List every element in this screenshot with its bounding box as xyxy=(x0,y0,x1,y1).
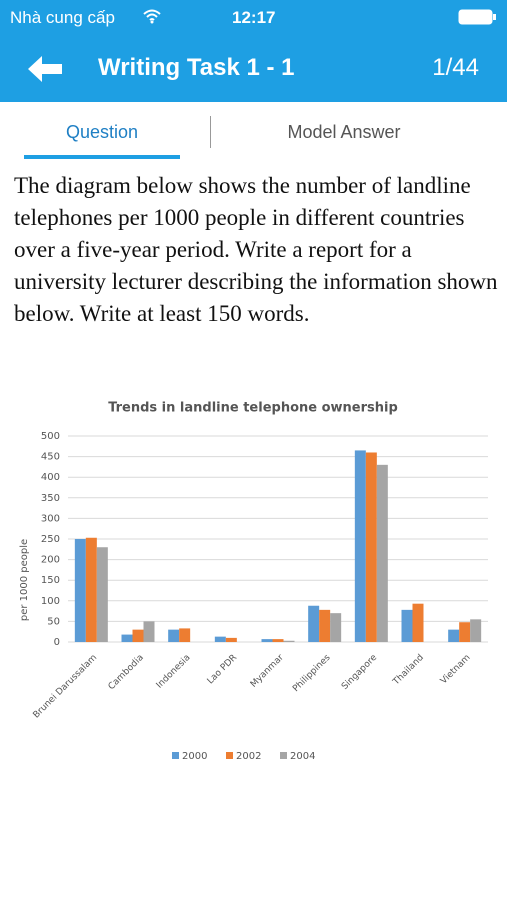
bar xyxy=(179,628,191,642)
bar xyxy=(96,547,108,642)
y-tick-label: 100 xyxy=(41,596,60,607)
bar xyxy=(365,452,377,642)
y-tick-label: 200 xyxy=(41,555,60,566)
tab-indicator xyxy=(24,155,180,159)
bar xyxy=(132,629,144,642)
y-tick-label: 400 xyxy=(41,472,60,483)
bar xyxy=(448,629,460,642)
legend-swatch xyxy=(280,752,287,759)
x-tick-label: Myanmar xyxy=(249,653,286,690)
header-title: Writing Task 1 - 1 xyxy=(98,54,295,81)
clock: 12:17 xyxy=(232,8,276,27)
legend-swatch xyxy=(172,752,179,759)
bar xyxy=(412,603,424,642)
bar xyxy=(319,609,331,642)
status-bar: Nhà cung cấp 12:17 xyxy=(0,0,507,34)
legend-label: 2004 xyxy=(290,751,315,762)
bar xyxy=(121,634,133,642)
bar xyxy=(308,605,320,642)
bar xyxy=(74,539,86,642)
legend-label: 2002 xyxy=(236,751,261,762)
x-tick-label: Singapore xyxy=(340,652,380,692)
bar xyxy=(168,629,180,642)
x-tick-label: Brunei Darussalam xyxy=(32,653,100,721)
bar xyxy=(354,450,366,642)
bar xyxy=(401,609,413,642)
carrier: Nhà cung cấp xyxy=(10,8,115,27)
bar xyxy=(283,640,295,642)
legend-swatch xyxy=(226,752,233,759)
bar xyxy=(272,639,284,642)
y-axis-label: per 1000 people xyxy=(19,539,30,621)
back-button[interactable] xyxy=(26,54,64,84)
x-tick-label: Thailand xyxy=(391,653,426,688)
x-tick-label: Philippines xyxy=(291,653,333,695)
bar xyxy=(261,639,273,642)
tab-bar: Question Model Answer xyxy=(0,102,507,160)
header: Writing Task 1 - 1 1/44 xyxy=(0,34,507,102)
wifi-icon xyxy=(143,9,161,24)
bar xyxy=(376,464,388,642)
tab[interactable]: Model Answer xyxy=(287,122,401,142)
y-tick-label: 50 xyxy=(47,616,60,627)
bar xyxy=(85,537,97,642)
bar xyxy=(470,619,482,642)
bar xyxy=(214,636,226,642)
chart-title: Trends in landline telephone ownership xyxy=(108,401,398,416)
x-tick-label: Indonesia xyxy=(155,653,193,691)
y-tick-label: 150 xyxy=(41,575,60,586)
x-tick-label: Lao PDR xyxy=(206,653,240,687)
chart: Trends in landline telephone ownership p… xyxy=(19,401,488,762)
y-tick-label: 250 xyxy=(41,534,60,545)
page-counter: 1/44 xyxy=(432,54,479,81)
y-tick-label: 350 xyxy=(41,493,60,504)
bar xyxy=(143,621,155,642)
tab-divider xyxy=(210,116,211,148)
x-tick-label: Vietnam xyxy=(439,653,473,687)
bar xyxy=(330,613,342,642)
y-tick-label: 450 xyxy=(41,452,60,463)
battery-icon xyxy=(458,9,496,25)
legend-label: 2000 xyxy=(182,751,207,762)
y-tick-label: 0 xyxy=(54,637,60,648)
bar xyxy=(459,622,471,642)
prompt-text: The diagram below shows the number of la… xyxy=(14,173,498,326)
bar xyxy=(225,637,237,642)
y-tick-label: 300 xyxy=(41,513,60,524)
y-tick-label: 500 xyxy=(41,431,60,442)
x-tick-label: Cambodia xyxy=(107,653,146,692)
tab[interactable]: Question xyxy=(65,122,139,142)
